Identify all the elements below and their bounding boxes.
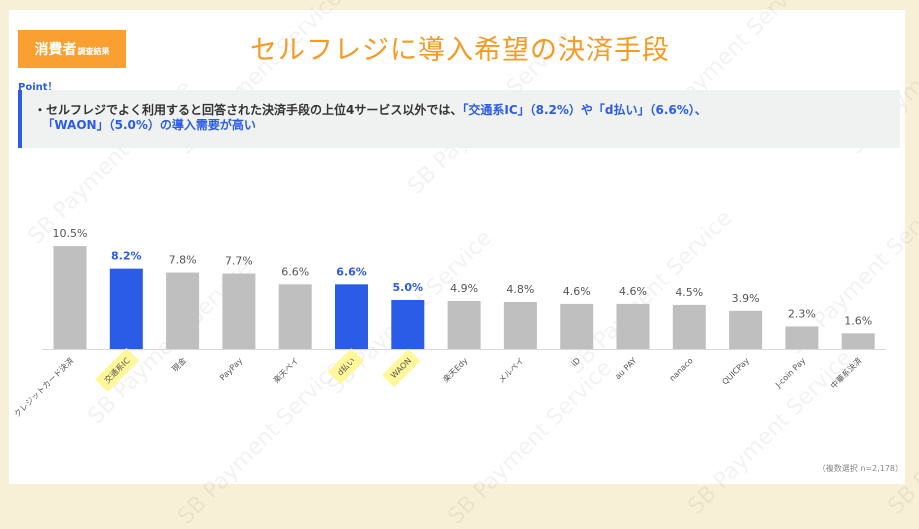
bar [335,284,368,349]
value-label: 10.5% [53,227,88,240]
badge-main: 消費者 [34,42,77,58]
value-label: 6.6% [281,265,309,278]
category-label: 楽天ペイ [271,355,301,385]
category-label: QUICPay [720,356,751,387]
category-label: nanaco [668,356,695,383]
value-label: 4.9% [450,282,478,295]
category-label: 楽天Edy [441,355,470,384]
category-label-text: J-coin Pay [773,356,807,390]
value-label: 2.3% [788,307,816,320]
slide-panel [9,10,905,484]
value-label: 1.6% [844,314,872,327]
bar [447,300,481,349]
summary-highlight-1: 「交通系IC」（8.2%）や「d払い」（6.6%）、 [462,103,707,117]
category-label: 現金 [170,355,188,373]
summary-suffix: の導入需要が高い [159,118,256,132]
category-label-text: PayPay [218,356,244,382]
bar [560,303,594,349]
category-label-text: QUICPay [720,356,751,387]
bar [841,333,875,349]
label-highlight [94,347,140,393]
category-label-text: クレジットカード決済 [12,355,76,419]
bar [278,284,312,349]
summary-box: ・セルフレジでよく利用すると回答された決済手段の上位4サービス以外では、「交通系… [18,90,900,148]
category-label: 中華系決済 [828,355,863,390]
survey-badge: 消費者 調査結果 [18,30,126,68]
value-label: 3.9% [732,292,760,305]
value-label: 4.8% [506,283,534,296]
category-label-text: 楽天Edy [441,355,470,384]
summary-text: ・セルフレジでよく利用すると回答された決済手段の上位4サービス以外では、 [34,103,463,117]
category-label: au PAY [613,356,638,381]
bar [109,268,143,349]
bar [729,310,763,349]
value-label: 4.6% [563,285,591,298]
bar [391,300,425,349]
point-label: Point！ [18,82,58,93]
summary-highlight-2: 「WAON」（5.0%） [42,118,160,132]
category-label: クレジットカード決済 [12,355,76,419]
value-label: 7.7% [225,255,253,268]
category-label-text: メルペイ [497,356,526,385]
category-label-text: nanaco [668,356,695,383]
category-label: d払い [327,348,364,385]
page-title: セルフレジに導入希望の決済手段 [250,35,670,66]
label-highlight [327,348,364,385]
bar [785,326,819,349]
bar [53,246,87,349]
bar-chart: 10.5% クレジットカード決済 8.2% 交通系IC 7.8% 現金 7.7% PayPay… [12,227,886,419]
category-label-text: au PAY [613,356,638,381]
label-highlight [382,348,421,388]
badge-sub: 調査結果 [77,46,110,56]
bar [503,301,537,349]
bar [672,304,706,349]
category-label: メルペイ [497,356,526,385]
category-label: WAON [382,348,421,388]
bar [222,273,256,349]
category-label-text: 中華系決済 [828,355,863,390]
category-label: J-coin Pay [773,356,807,390]
value-label: 4.5% [675,286,703,299]
category-label: 交通系IC [94,347,140,393]
category-label: PayPay [218,356,244,382]
category-label-text: 現金 [170,355,188,373]
category-label-text: iD [570,356,582,368]
value-label: 8.2% [111,250,142,263]
value-label: 5.0% [393,281,424,294]
value-label: 7.8% [169,254,197,267]
category-label-text: 楽天ペイ [271,355,301,385]
value-label: 6.6% [336,265,367,278]
bar [166,272,200,349]
category-label: iD [570,356,582,368]
bar [616,303,650,349]
value-label: 4.6% [619,285,647,298]
sample-note: （複数選択 n=2,178） [817,464,903,473]
